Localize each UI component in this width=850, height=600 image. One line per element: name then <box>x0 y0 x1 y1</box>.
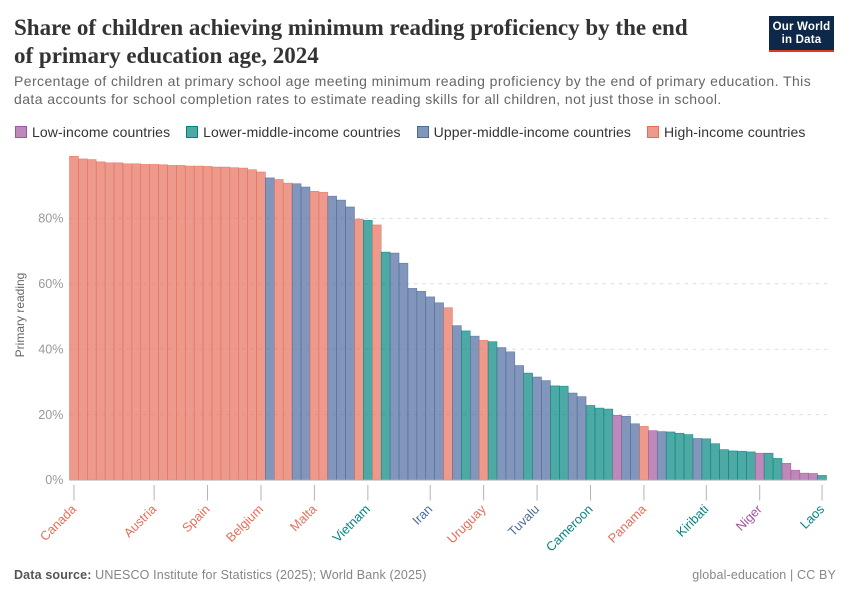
svg-text:Vietnam: Vietnam <box>329 502 373 546</box>
svg-text:Tuvalu: Tuvalu <box>505 502 542 539</box>
svg-text:Cameroon: Cameroon <box>543 502 596 555</box>
svg-text:20%: 20% <box>38 408 63 422</box>
svg-text:Panama: Panama <box>605 501 650 546</box>
svg-text:Malta: Malta <box>287 501 320 534</box>
svg-text:Canada: Canada <box>37 501 80 544</box>
svg-text:Primary reading: Primary reading <box>13 273 27 358</box>
svg-text:Uruguay: Uruguay <box>444 501 489 546</box>
svg-text:Austria: Austria <box>120 501 159 540</box>
svg-text:Laos: Laos <box>797 502 827 532</box>
svg-text:60%: 60% <box>38 277 63 291</box>
svg-text:Belgium: Belgium <box>223 502 266 545</box>
svg-text:Kiribati: Kiribati <box>673 502 711 540</box>
svg-text:40%: 40% <box>38 342 63 356</box>
svg-text:0%: 0% <box>45 473 63 487</box>
svg-text:Spain: Spain <box>179 502 213 536</box>
svg-text:80%: 80% <box>38 212 63 226</box>
svg-text:Iran: Iran <box>409 502 435 528</box>
svg-text:Niger: Niger <box>733 501 766 534</box>
